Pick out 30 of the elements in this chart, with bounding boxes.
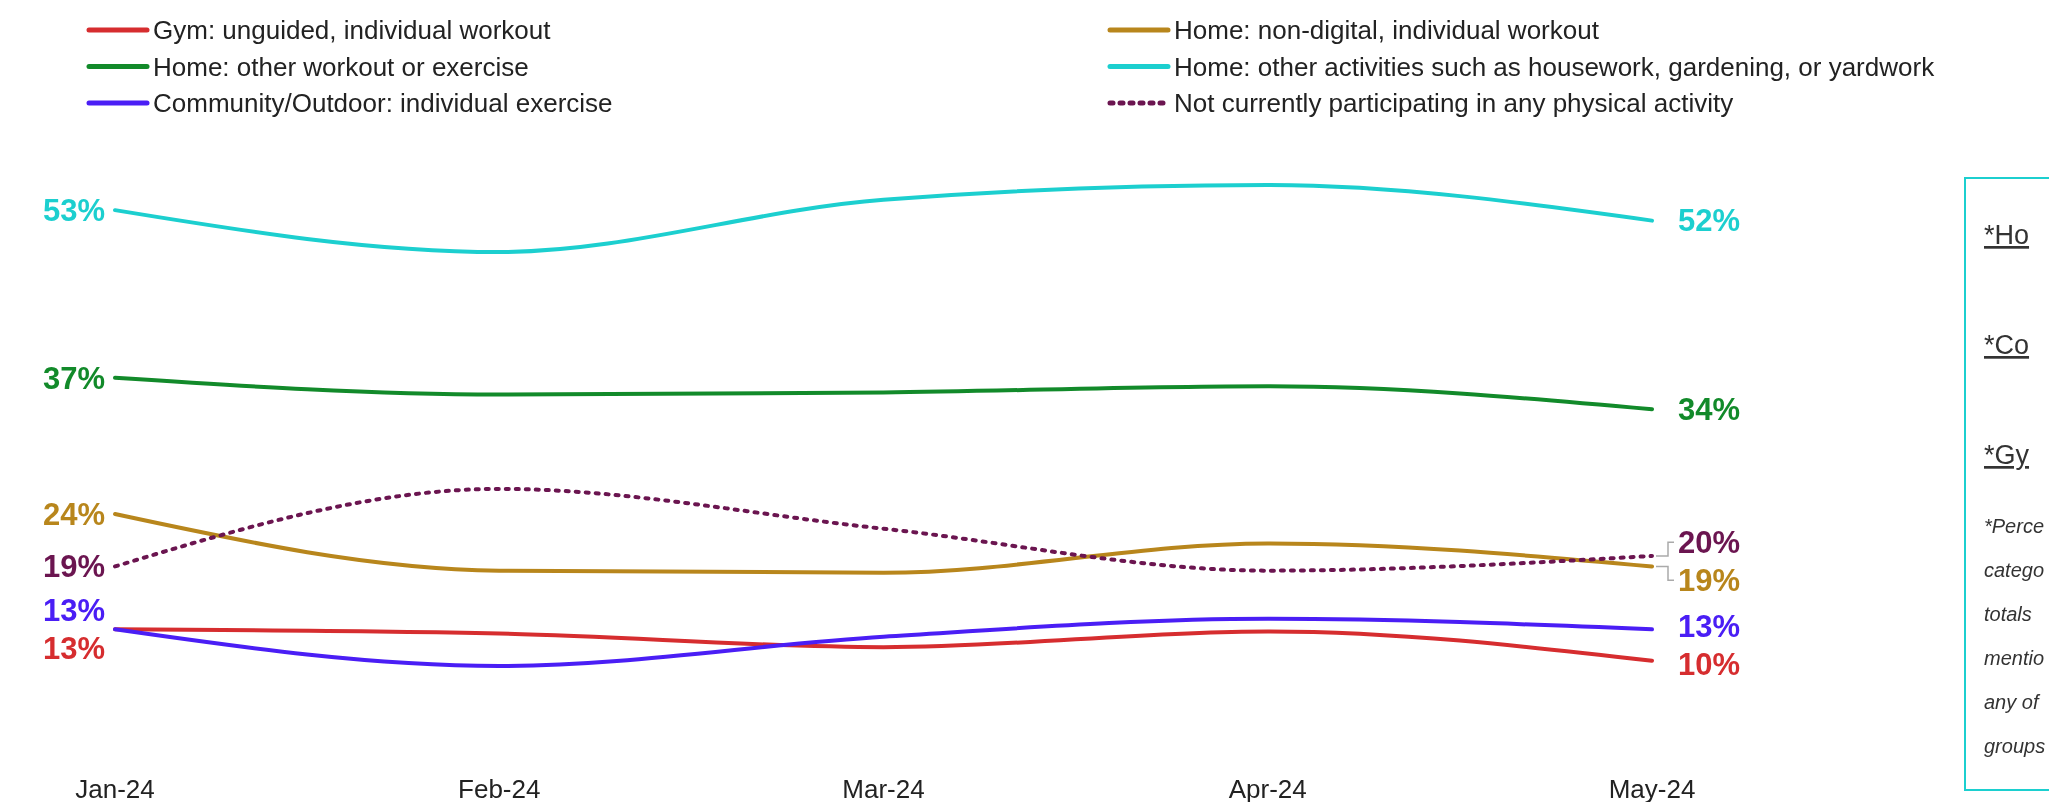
data-label: 19% — [42, 549, 105, 585]
data-label: 13% — [1678, 608, 1741, 644]
legend-label: Community/Outdoor: individual exercise — [153, 88, 613, 119]
x-tick-label: Feb-24 — [458, 774, 541, 802]
data-label: 34% — [1678, 392, 1741, 428]
legend-label: Home: other workout or exercise — [153, 51, 529, 82]
text: mentio — [1984, 647, 2045, 669]
legend-label: Gym: unguided, individual workout — [153, 15, 552, 46]
x-tick-label: Mar-24 — [842, 774, 925, 802]
data-label: 37% — [42, 360, 105, 396]
text: *Gy — [1984, 440, 2030, 470]
text: catego — [1984, 559, 2045, 581]
data-label: 13% — [42, 593, 105, 629]
x-tick-label: Jan-24 — [75, 774, 155, 802]
text: *Co — [1984, 330, 2030, 360]
legend-label: Not currently participating in any physical activity — [1174, 88, 1734, 119]
text: *Ho — [1984, 220, 2030, 250]
data-label: 10% — [1678, 646, 1741, 682]
text: *Perce — [1984, 515, 2045, 537]
data-label: 13% — [42, 631, 105, 667]
text: any of — [1984, 691, 2041, 713]
text: groups — [1984, 735, 2046, 757]
data-label: 53% — [42, 193, 105, 228]
text: totals — [1984, 603, 2032, 625]
data-label: 20% — [1678, 525, 1741, 561]
legend-label: Home: other activities such as housework, gardening, or yardwork — [1174, 51, 1936, 82]
data-label: 19% — [1678, 563, 1741, 599]
data-label: 24% — [42, 496, 105, 532]
data-label: 52% — [1678, 203, 1741, 239]
legend-label: Home: non-digital, individual workout — [1174, 15, 1600, 46]
